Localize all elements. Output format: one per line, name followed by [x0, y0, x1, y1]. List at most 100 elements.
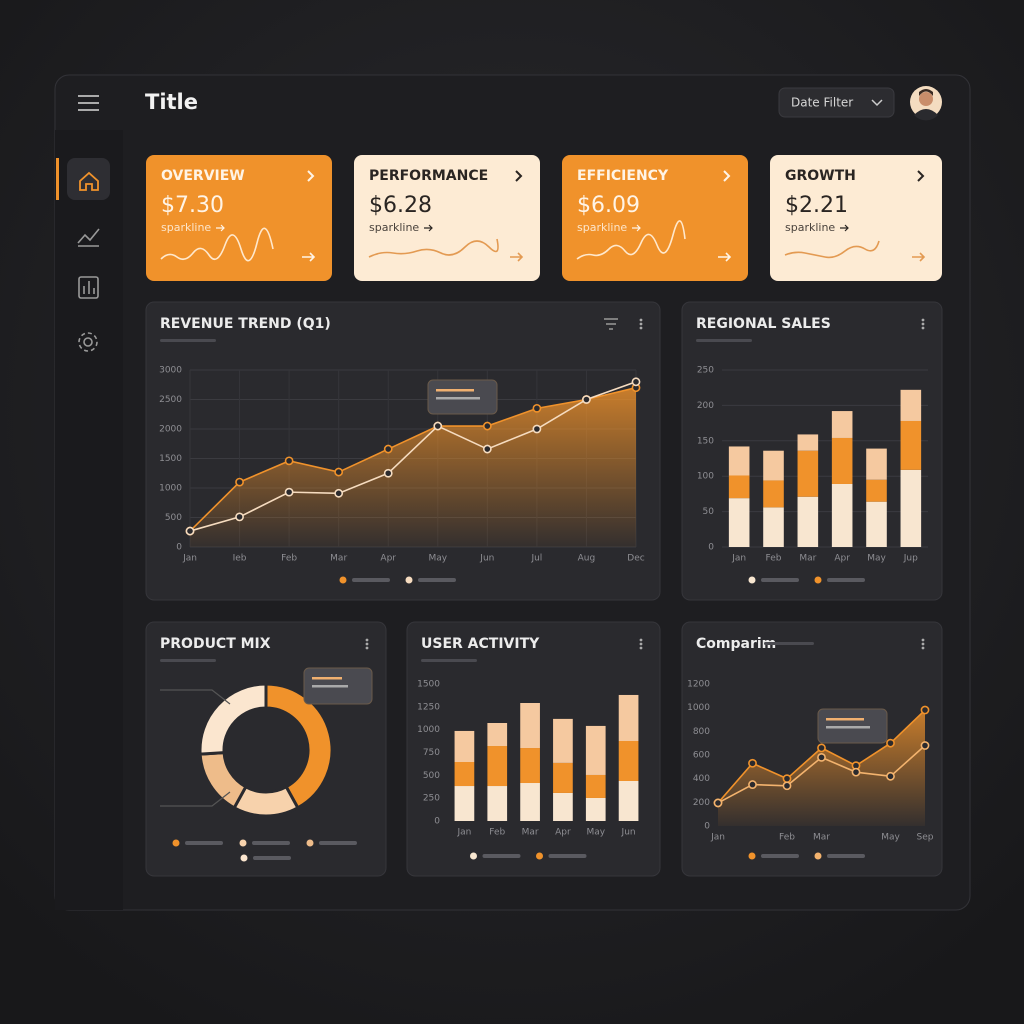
card-background	[354, 155, 540, 281]
point	[482, 421, 492, 431]
legend-bar	[548, 854, 587, 858]
bar-segment	[797, 434, 819, 451]
kpi-card[interactable]: EFFICIENCY $6.09 sparkline	[562, 155, 748, 281]
point	[713, 798, 723, 808]
title-underline	[160, 659, 216, 662]
x-tick-label: Apr	[380, 554, 396, 564]
kpi-card[interactable]: PERFORMANCE $6.28 sparkline	[354, 155, 540, 281]
nav-home[interactable]	[67, 158, 110, 200]
x-tick-label: Feb	[281, 554, 297, 564]
sparkline-arrow	[632, 224, 641, 232]
card-label: EFFICIENCY	[577, 168, 669, 184]
card-label: OVERVIEW	[161, 168, 245, 184]
bar-segment	[553, 718, 573, 763]
sparkline-arrow	[840, 224, 849, 232]
point	[920, 705, 930, 715]
x-tick-label: Jan	[182, 554, 197, 564]
point	[433, 421, 443, 431]
bar-segment	[520, 702, 540, 749]
avatar[interactable]	[910, 86, 942, 121]
x-tick-label: Sep	[917, 833, 934, 843]
x-tick-label: Apr	[834, 554, 850, 564]
card-label: GROWTH	[785, 168, 856, 184]
x-tick-label: Jul	[530, 554, 542, 564]
x-tick-label: May	[428, 554, 447, 564]
legend-bar	[761, 578, 799, 582]
kpi-card[interactable]: GROWTH $2.21 sparkline	[770, 155, 942, 281]
more-menu-dot	[921, 638, 925, 642]
kpi-card[interactable]: OVERVIEW $7.30 sparkline	[146, 155, 332, 281]
legend-bar	[418, 578, 456, 582]
bar-segment	[831, 437, 853, 484]
legend-dot	[405, 576, 413, 584]
x-tick-label: Aug	[578, 554, 596, 564]
legend-bar	[352, 578, 390, 582]
bar-segment	[454, 761, 475, 787]
dropdown-chevron	[871, 99, 883, 107]
active-indicator	[56, 158, 59, 200]
more-menu-dot	[639, 318, 643, 322]
title-underline	[421, 659, 477, 662]
tooltip-line	[312, 677, 342, 680]
point	[817, 752, 826, 762]
nav-settings[interactable]	[78, 332, 98, 352]
bar-segment	[618, 780, 639, 821]
x-tick-label: May	[586, 828, 605, 838]
sidebar	[55, 130, 123, 910]
bar-segment	[520, 748, 540, 784]
x-tick-label: Jun	[479, 554, 494, 564]
y-tick-label: 500	[423, 771, 440, 781]
legend-dot	[339, 576, 347, 584]
point	[235, 512, 244, 522]
y-tick-label: 1500	[159, 454, 182, 464]
bar-segment	[900, 469, 922, 547]
bar-segment	[520, 783, 540, 821]
legend-bar	[827, 854, 865, 858]
tooltip-line	[436, 397, 480, 400]
y-tick-label: 1000	[417, 725, 440, 735]
y-tick-label: 100	[697, 472, 714, 482]
x-tick-label: Apr	[555, 828, 571, 838]
bar-segment	[866, 501, 887, 547]
x-tick-label: Jun	[621, 828, 636, 838]
y-tick-label: 500	[165, 513, 182, 523]
y-tick-label: 800	[693, 727, 710, 737]
point	[817, 743, 826, 753]
bar-segment	[831, 483, 853, 547]
chart-title: Comparim	[696, 636, 776, 652]
more-menu-dot	[639, 638, 643, 642]
bar-segment	[797, 450, 819, 497]
bar-segment	[763, 480, 784, 508]
y-tick-label: 2500	[159, 395, 182, 405]
sparkline-arrow	[424, 224, 433, 232]
x-tick-label: Jan	[731, 554, 746, 564]
date-filter[interactable]	[778, 87, 895, 118]
point	[235, 477, 244, 487]
sparkline	[784, 240, 880, 259]
card-background	[146, 155, 332, 281]
more-menu-dot	[639, 322, 643, 326]
nav-reports[interactable]	[78, 276, 99, 299]
y-tick-label: 0	[704, 822, 710, 832]
card-label: PERFORMANCE	[369, 168, 488, 184]
bar-segment	[585, 774, 606, 798]
more-menu-dot	[365, 646, 369, 650]
bar-segment	[553, 792, 573, 821]
point	[532, 424, 542, 434]
chart-title: PRODUCT MIX	[160, 636, 271, 652]
legend-bar	[482, 854, 521, 858]
menu-button[interactable]	[78, 95, 99, 111]
point	[920, 741, 930, 750]
y-tick-label: 3000	[159, 366, 182, 376]
point	[383, 468, 393, 478]
y-tick-label: 50	[703, 507, 715, 517]
more-menu-dot	[921, 326, 925, 330]
x-tick-label: Feb	[766, 554, 782, 564]
nav-analytics[interactable]	[77, 228, 100, 247]
y-tick-label: 0	[434, 817, 440, 827]
y-tick-label: 150	[697, 436, 714, 446]
bar-segment	[553, 762, 573, 793]
point	[886, 738, 895, 748]
point	[631, 377, 641, 387]
bar-segment	[763, 450, 784, 481]
